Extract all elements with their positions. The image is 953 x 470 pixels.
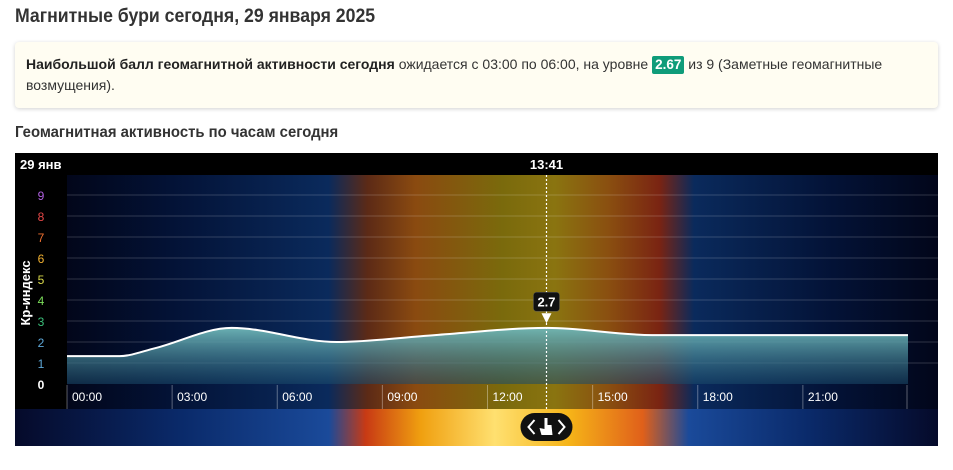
summary-text: ожидается с 03:00 по 06:00, на уровне (394, 56, 653, 72)
y-tick-label: 7 (38, 231, 45, 245)
kp-chart-svg[interactable]: 29 янв Кр-индекс 0 1 2 3 4 5 6 7 8 9 00:00 03:00 06… (15, 153, 938, 446)
y-axis-label: Кр-индекс (18, 260, 33, 325)
x-tick-label: 18:00 (703, 390, 733, 404)
y-tick-labels: 0 1 2 3 4 5 6 7 8 9 (38, 189, 45, 392)
summary-box: Наибольшой балл геомагнитной активности … (15, 42, 938, 108)
current-value-box (533, 292, 560, 312)
current-value-flag: 2.7 (533, 292, 560, 324)
chevron-left-icon[interactable] (527, 419, 536, 435)
time-color-bar[interactable] (15, 409, 938, 446)
y-tick-label: 1 (38, 357, 45, 371)
kp-value-badge: 2.67 (652, 56, 685, 74)
chart-date-label: 29 янв (20, 157, 62, 172)
current-time-label: 13:41 (530, 157, 563, 172)
x-tick-label: 00:00 (72, 390, 102, 404)
y-tick-label: 3 (38, 315, 45, 329)
kp-area (67, 327, 908, 384)
summary-bold-text: Наибольшой балл геомагнитной активности … (26, 56, 395, 72)
x-tick-label: 15:00 (598, 390, 628, 404)
chevron-right-icon[interactable] (557, 419, 566, 435)
page-title: Магнитные бури сегодня, 29 января 2025 (15, 6, 376, 27)
timeline-nav-control[interactable] (520, 413, 573, 441)
x-tick-label: 12:00 (493, 390, 523, 404)
kp-chart[interactable]: 29 янв Кр-индекс 0 1 2 3 4 5 6 7 8 9 00:00 03:00 06… (15, 153, 938, 446)
current-value-marker-icon (541, 313, 552, 324)
y-tick-label: 6 (38, 252, 45, 266)
x-tick-label: 09:00 (387, 390, 417, 404)
current-value-label: 2.7 (537, 294, 555, 309)
x-tick-label: 03:00 (177, 390, 207, 404)
chart-header-strip (15, 153, 938, 175)
y-tick-label: 0 (38, 378, 45, 392)
y-tick-label: 5 (38, 273, 45, 287)
x-tick-label: 21:00 (808, 390, 838, 404)
kp-line (66, 326, 908, 358)
section-title: Геомагнитная активность по часам сегодня (15, 124, 339, 141)
x-tick-labels: 00:00 03:00 06:00 09:00 12:00 15:00 18:00 21:00 (72, 390, 838, 404)
x-tick-label: 06:00 (282, 390, 312, 404)
summary-tail-text: из 9 (Заметные геомагнитные возмущения). (26, 56, 883, 93)
y-tick-label: 9 (38, 189, 45, 203)
y-tick-label: 8 (38, 210, 45, 224)
y-tick-label: 2 (38, 336, 45, 350)
hand-cursor-icon (539, 418, 553, 435)
y-tick-label: 4 (38, 294, 45, 308)
y-axis-panel (15, 175, 67, 409)
